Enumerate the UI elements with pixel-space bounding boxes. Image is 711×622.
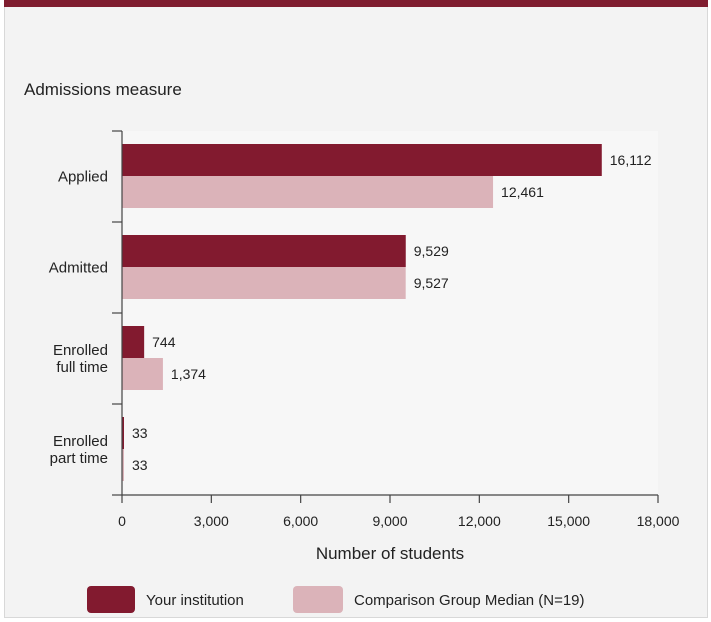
legend-label-institution: Your institution bbox=[146, 592, 244, 609]
x-tick-label-4: 12,000 bbox=[458, 513, 501, 529]
legend-swatch-comparison bbox=[293, 586, 343, 613]
value-label-institution-3: 33 bbox=[132, 425, 148, 441]
category-label-3-line-1: part time bbox=[50, 450, 108, 467]
category-label-3-line-0: Enrolled bbox=[53, 433, 108, 450]
legend: Your institution Comparison Group Median … bbox=[87, 586, 585, 613]
category-label-1: Admitted bbox=[49, 260, 108, 277]
x-tick-label-5: 15,000 bbox=[547, 513, 590, 529]
x-tick-label-0: 0 bbox=[118, 513, 126, 529]
bar-institution-1 bbox=[122, 235, 406, 267]
legend-swatch-institution bbox=[87, 586, 135, 613]
value-label-institution-2: 744 bbox=[152, 334, 176, 350]
category-label-0: Applied bbox=[58, 169, 108, 186]
bar-comparison-2 bbox=[122, 358, 163, 390]
x-axis-title: Number of students bbox=[316, 544, 464, 563]
bar-comparison-0 bbox=[122, 176, 494, 208]
bar-comparison-1 bbox=[122, 267, 406, 299]
value-label-institution-0: 16,112 bbox=[610, 152, 652, 168]
bar-institution-2 bbox=[122, 326, 145, 358]
bars-group: 16,112 12,461 9,529 9,527 744 1,374 33 33 bbox=[122, 144, 652, 481]
category-label-2-line-1: full time bbox=[56, 359, 108, 376]
value-label-comparison-1: 9,527 bbox=[414, 275, 449, 291]
bar-institution-0 bbox=[122, 144, 602, 176]
value-label-comparison-2: 1,374 bbox=[171, 366, 206, 382]
x-tick-label-1: 3,000 bbox=[194, 513, 229, 529]
legend-label-comparison: Comparison Group Median (N=19) bbox=[354, 592, 585, 609]
x-tick-label-2: 6,000 bbox=[283, 513, 318, 529]
value-label-comparison-3: 33 bbox=[132, 457, 148, 473]
chart-title: Admissions measure bbox=[24, 80, 182, 99]
value-label-comparison-0: 12,461 bbox=[501, 184, 544, 200]
header-bar bbox=[4, 0, 708, 7]
bar-comparison-3 bbox=[122, 449, 124, 481]
category-label-2-line-0: Enrolled bbox=[53, 342, 108, 359]
value-label-institution-1: 9,529 bbox=[414, 243, 449, 259]
x-tick-label-3: 9,000 bbox=[372, 513, 407, 529]
x-tick-label-6: 18,000 bbox=[637, 513, 680, 529]
bar-institution-3 bbox=[122, 417, 124, 449]
